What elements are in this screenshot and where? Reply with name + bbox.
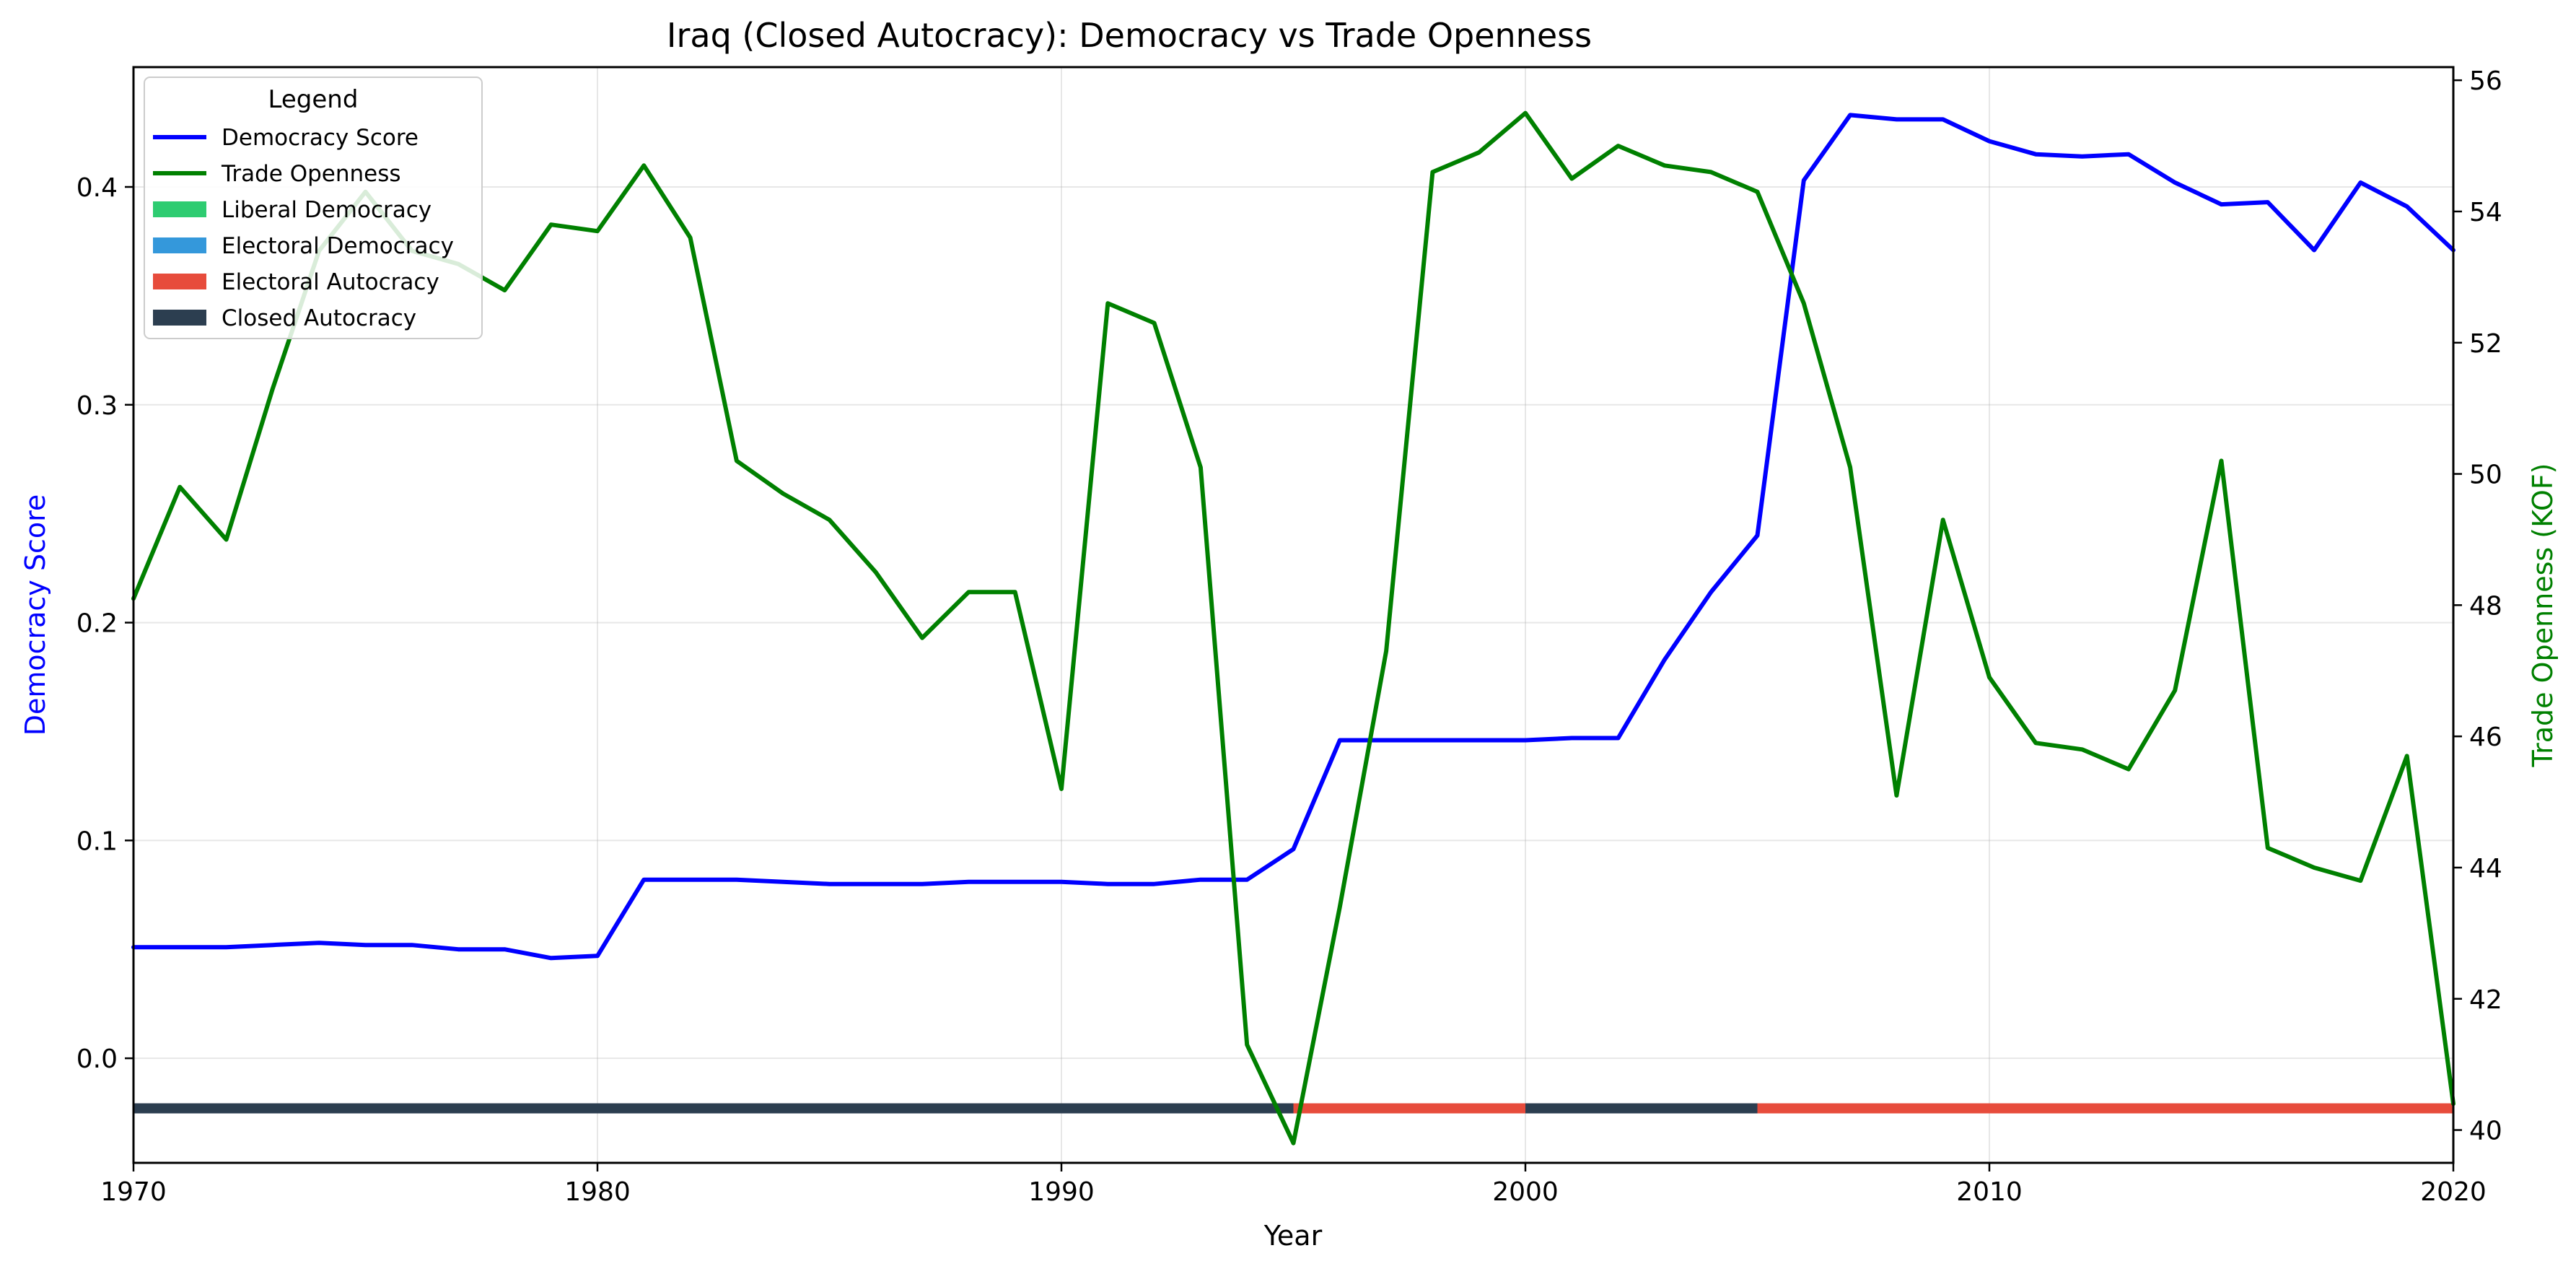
legend-box [144,77,483,339]
y-left-tick-label: 0.1 [76,826,118,856]
y-left-tick-label: 0.4 [76,173,118,203]
x-tick-label: 1970 [100,1177,167,1207]
x-tick-label: 1990 [1028,1177,1095,1207]
legend-swatch-closed-autocracy [153,310,206,326]
x-tick-label: 2020 [2420,1177,2487,1207]
legend-label-electoral-autocracy: Electoral Autocracy [222,269,439,295]
legend-label-democracy-score: Democracy Score [222,125,419,151]
x-tick-label: 2010 [1956,1177,2023,1207]
y-left-axis-ticks: 0.0 0.1 0.2 0.3 0.4 [76,173,133,1074]
y-right-tick-label: 44 [2469,854,2502,883]
legend-swatch-liberal-democracy [153,201,206,217]
y-right-tick-label: 56 [2469,66,2502,96]
y-right-tick-label: 54 [2469,198,2502,227]
y-right-tick-label: 42 [2469,985,2502,1015]
legend-label-trade-openness: Trade Openness [221,161,401,187]
plot-frame [132,66,2455,1164]
chart-title: Iraq (Closed Autocracy): Democracy vs Tr… [667,16,1592,55]
y-left-tick-label: 0.2 [76,609,118,639]
y-right-tick-label: 48 [2469,591,2502,621]
legend-label-closed-autocracy: Closed Autocracy [222,305,416,331]
legend-swatch-electoral-democracy [153,237,206,253]
x-tick-label: 1980 [564,1177,631,1207]
legend-title: Legend [268,85,359,114]
legend: Legend Democracy Score Trade Openness Libe… [144,77,483,339]
x-tick-label: 2000 [1492,1177,1559,1207]
y-left-tick-label: 0.0 [76,1044,118,1074]
y-right-tick-label: 50 [2469,461,2502,490]
series-line-democracy-score [131,113,2455,961]
series-line-trade-openness [131,110,2455,1146]
legend-label-liberal-democracy: Liberal Democracy [222,197,431,223]
grid-layer [133,67,2454,1163]
x-axis-label: Year [1263,1220,1323,1252]
y-left-tick-label: 0.3 [76,391,118,421]
y-left-axis-label: Democracy Score [19,494,51,736]
series-layer [131,110,2455,1146]
y-right-tick-label: 46 [2469,723,2502,752]
y-right-axis-ticks: 40 42 44 46 48 50 52 54 56 [2453,66,2502,1146]
y-right-tick-label: 40 [2469,1117,2502,1146]
legend-entries: Democracy Score Trade Openness Liberal Dem… [153,125,454,331]
x-axis-ticks: 1970 1980 1990 2000 2010 2020 [100,1163,2487,1207]
legend-swatch-electoral-autocracy [153,274,206,289]
y-right-axis-label: Trade Openness (KOF) [2527,463,2559,767]
legend-label-electoral-democracy: Electoral Democracy [222,233,454,259]
y-right-tick-label: 52 [2469,329,2502,359]
